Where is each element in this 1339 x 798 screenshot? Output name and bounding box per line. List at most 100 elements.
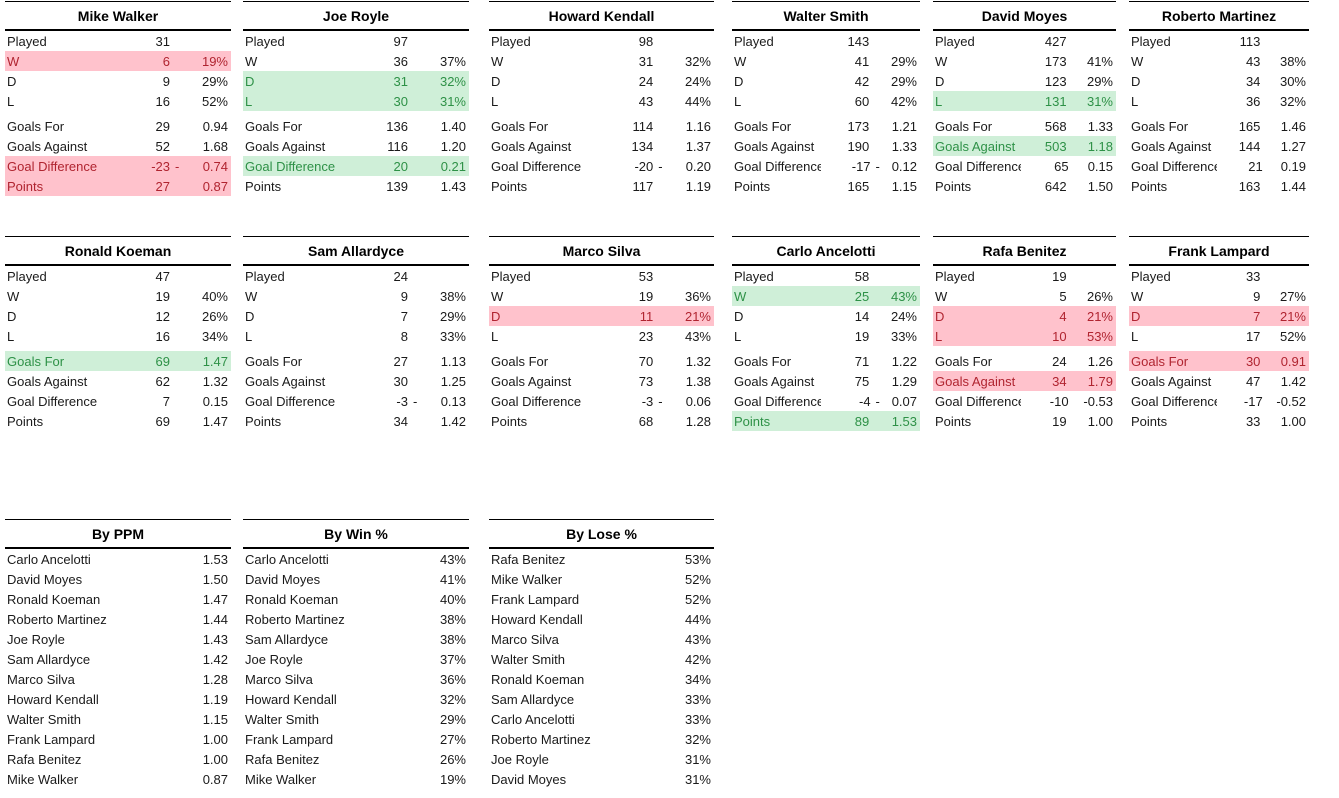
stat-label: Goals Against <box>734 138 815 154</box>
stat-value: -20 <box>634 158 654 174</box>
stat-ratio-cell: 1.29 <box>891 373 917 389</box>
stat-row: L 23 43% <box>489 326 714 346</box>
stat-ratio-cell: 1.15 <box>891 178 917 194</box>
ranking-row: David Moyes 31% <box>489 769 714 789</box>
ranking-value: 1.53 <box>202 551 228 567</box>
stat-value: 19 <box>155 288 170 304</box>
stat-value: 68 <box>638 413 654 429</box>
stat-label: Goals Against <box>245 138 326 154</box>
ranking-manager-name: Roberto Martinez <box>245 611 345 627</box>
stat-value: 65 <box>1054 158 1069 174</box>
stat-row: L 10 53% <box>933 326 1116 346</box>
stat-label: Goals For <box>1131 118 1189 134</box>
stat-value: 7 <box>1253 308 1261 324</box>
stat-row: Played 31 <box>5 31 231 51</box>
stat-ratio-cell: 1.46 <box>1280 118 1306 134</box>
stat-row: Points 27 0.87 <box>5 176 231 196</box>
ranking-row: Walter Smith 1.15 <box>5 709 231 729</box>
stat-row: Points 33 1.00 <box>1129 411 1309 431</box>
ranking-row: Frank Lampard 1.00 <box>5 729 231 749</box>
stat-row: D 42 29% <box>732 71 920 91</box>
stat-label: Points <box>491 178 528 194</box>
manager-name: Sam Allardyce <box>243 236 469 266</box>
stat-value: 69 <box>155 413 170 429</box>
stat-row: D 31 32% <box>243 71 469 91</box>
manager-name: Ronald Koeman <box>5 236 231 266</box>
stat-ratio-cell: - 0.74 <box>170 159 231 174</box>
stat-label: Goal Difference <box>491 393 582 409</box>
stat-label: Goals Against <box>491 138 572 154</box>
stat-value: 73 <box>638 373 654 389</box>
accounting-minus-sign: - <box>658 158 663 174</box>
stat-ratio: 0.20 <box>685 158 711 174</box>
ranking-row: David Moyes 1.50 <box>5 569 231 589</box>
stat-ratio-cell: 1.50 <box>1087 178 1113 194</box>
stat-ratio-cell: 32% <box>1279 93 1306 109</box>
stat-row: L 16 34% <box>5 326 231 346</box>
stat-label: W <box>245 53 258 69</box>
stat-label: L <box>734 328 742 344</box>
ranking-row: Howard Kendall 32% <box>243 689 469 709</box>
stat-value: -10 <box>1049 393 1069 409</box>
stat-row: Goal Difference -17 -0.52 <box>1129 391 1309 411</box>
stat-ratio-cell: 1.79 <box>1087 373 1113 389</box>
stat-label: Played <box>734 33 774 49</box>
ranking-manager-name: Mike Walker <box>7 771 79 787</box>
stat-label: Goals For <box>245 118 303 134</box>
stat-ratio-cell: 44% <box>684 93 711 109</box>
stat-ratio-cell: 31% <box>439 93 466 109</box>
stat-value: 41 <box>854 53 870 69</box>
stat-ratio-cell: 33% <box>890 328 917 344</box>
stat-label: Points <box>1131 178 1168 194</box>
ranking-value: 38% <box>439 631 466 647</box>
stat-row: Goals Against 116 1.20 <box>243 136 469 156</box>
stat-ratio-cell: 1.44 <box>1280 178 1306 194</box>
stat-row: Points 139 1.43 <box>243 176 469 196</box>
ranking-row: Roberto Martinez 32% <box>489 729 714 749</box>
stat-row: Goal Difference -3- 0.13 <box>243 391 469 411</box>
stat-value: 34 <box>393 413 408 429</box>
stat-value: 123 <box>1044 73 1067 89</box>
stat-row: Goal Difference -10 -0.53 <box>933 391 1116 411</box>
stat-label: Goals For <box>491 118 549 134</box>
ranking-manager-name: Howard Kendall <box>491 611 583 627</box>
stat-value: 98 <box>638 33 654 49</box>
stat-value: 11 <box>639 308 654 324</box>
stat-label: W <box>935 288 948 304</box>
stat-row: D 7 29% <box>243 306 469 326</box>
manager-name: Joe Royle <box>243 1 469 31</box>
stat-label: Played <box>734 268 774 284</box>
stat-label: L <box>935 93 943 109</box>
stat-label: D <box>734 308 744 324</box>
stat-ratio-cell: - 0.20 <box>653 159 714 174</box>
ranking-value: 32% <box>684 731 711 747</box>
stat-label: L <box>491 93 499 109</box>
ranking-value: 33% <box>684 711 711 727</box>
ranking-manager-name: Rafa Benitez <box>7 751 82 767</box>
ranking-manager-name: Frank Lampard <box>491 591 580 607</box>
stat-label: Goals For <box>1131 353 1189 369</box>
manager-name: Mike Walker <box>5 1 231 31</box>
stat-row: Played 97 <box>243 31 469 51</box>
stat-ratio-cell: 34% <box>201 328 228 344</box>
stat-row: L 8 33% <box>243 326 469 346</box>
stat-ratio-cell: - 0.13 <box>408 394 469 409</box>
stat-value: 6 <box>162 53 170 69</box>
stat-row: L 16 52% <box>5 91 231 111</box>
stat-value: -23 <box>151 158 170 174</box>
stat-row: D 11 21% <box>489 306 714 326</box>
ranking-row: David Moyes 41% <box>243 569 469 589</box>
ranking-row: Rafa Benitez 1.00 <box>5 749 231 769</box>
ranking-manager-name: Ronald Koeman <box>7 591 101 607</box>
manager-card: Marco Silva Played 53 W 19 36% D 11 21% L 23 43% Goa… <box>489 236 714 431</box>
ranking-title: By PPM <box>5 519 231 549</box>
ranking-manager-name: Frank Lampard <box>7 731 96 747</box>
manager-cards-row-1: Mike Walker Played 31 W 6 19% D 9 29% L 16 52% Goals… <box>5 1 1309 196</box>
stat-label: W <box>245 288 258 304</box>
stat-row: Goals Against 75 1.29 <box>732 371 920 391</box>
stat-ratio-cell: 1.28 <box>685 413 711 429</box>
stat-ratio-cell: 36% <box>684 288 711 304</box>
ranking-tables-row: By PPM Carlo Ancelotti 1.53 David Moyes 1.50… <box>5 519 714 789</box>
stat-label: W <box>734 53 747 69</box>
stat-value: 31 <box>393 73 408 89</box>
